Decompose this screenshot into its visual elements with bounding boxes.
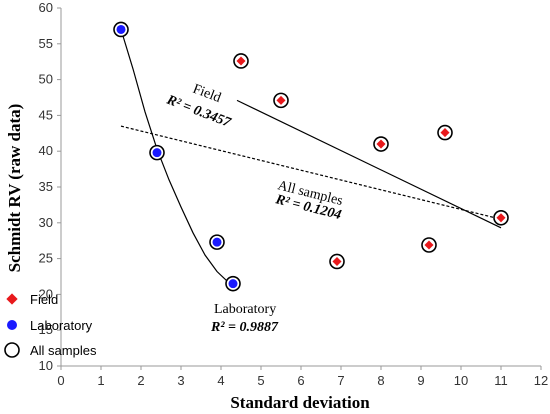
x-tick-label: 4 — [217, 373, 224, 388]
x-tick-label: 2 — [137, 373, 144, 388]
y-tick-label: 60 — [39, 0, 53, 15]
y-tick-label: 55 — [39, 36, 53, 51]
x-tick-label: 3 — [177, 373, 184, 388]
x-tick-label: 12 — [534, 373, 548, 388]
legend: Field Laboratory All samples — [4, 292, 97, 358]
field-point — [276, 95, 286, 105]
x-tick-label: 11 — [494, 373, 508, 388]
laboratory-point — [152, 148, 162, 158]
legend-field-label: Field — [30, 292, 58, 307]
laboratory-trendline — [120, 29, 238, 288]
y-tick-label: 35 — [39, 179, 53, 194]
x-tick-label: 10 — [454, 373, 468, 388]
laboratory-point — [116, 24, 126, 34]
x-tick-label: 7 — [337, 373, 344, 388]
x-tick-labels: 0 1 2 3 4 5 6 7 8 9 10 11 12 — [57, 366, 548, 388]
x-tick-label: 8 — [377, 373, 384, 388]
y-tick-label: 30 — [39, 215, 53, 230]
laboratory-trend-label: Laboratory — [214, 302, 276, 317]
legend-field-marker — [6, 293, 18, 305]
laboratory-trend-r2: R² = 0.9887 — [210, 320, 279, 335]
legend-laboratory-label: Laboratory — [30, 318, 93, 333]
legend-laboratory-marker — [7, 320, 17, 330]
y-tick-label: 15 — [39, 322, 53, 337]
y-tick-label: 45 — [39, 107, 53, 122]
x-tick-label: 9 — [417, 373, 424, 388]
x-tick-label: 6 — [297, 373, 304, 388]
all-samples-trendline — [120, 125, 502, 220]
x-tick-label: 5 — [257, 373, 264, 388]
trendlines — [120, 29, 502, 288]
y-tick-label: 40 — [39, 143, 53, 158]
laboratory-point — [228, 279, 238, 289]
y-tick-label: 20 — [39, 286, 53, 301]
y-tick-labels: 10 15 20 25 30 35 40 45 50 55 60 — [39, 0, 61, 373]
y-tick-label: 10 — [39, 358, 53, 373]
legend-all-samples-marker — [4, 342, 20, 358]
data-points — [113, 21, 509, 292]
x-axis-title: Standard deviation — [230, 393, 370, 412]
x-tick-label: 1 — [97, 373, 104, 388]
y-axis-title: Schmidt RV (raw data) — [5, 104, 24, 273]
y-tick-label: 50 — [39, 72, 53, 87]
x-tick-label: 0 — [57, 373, 64, 388]
y-tick-label: 25 — [39, 251, 53, 266]
legend-all-samples-label: All samples — [30, 343, 97, 358]
laboratory-point — [212, 237, 222, 247]
field-trendline — [236, 99, 502, 229]
